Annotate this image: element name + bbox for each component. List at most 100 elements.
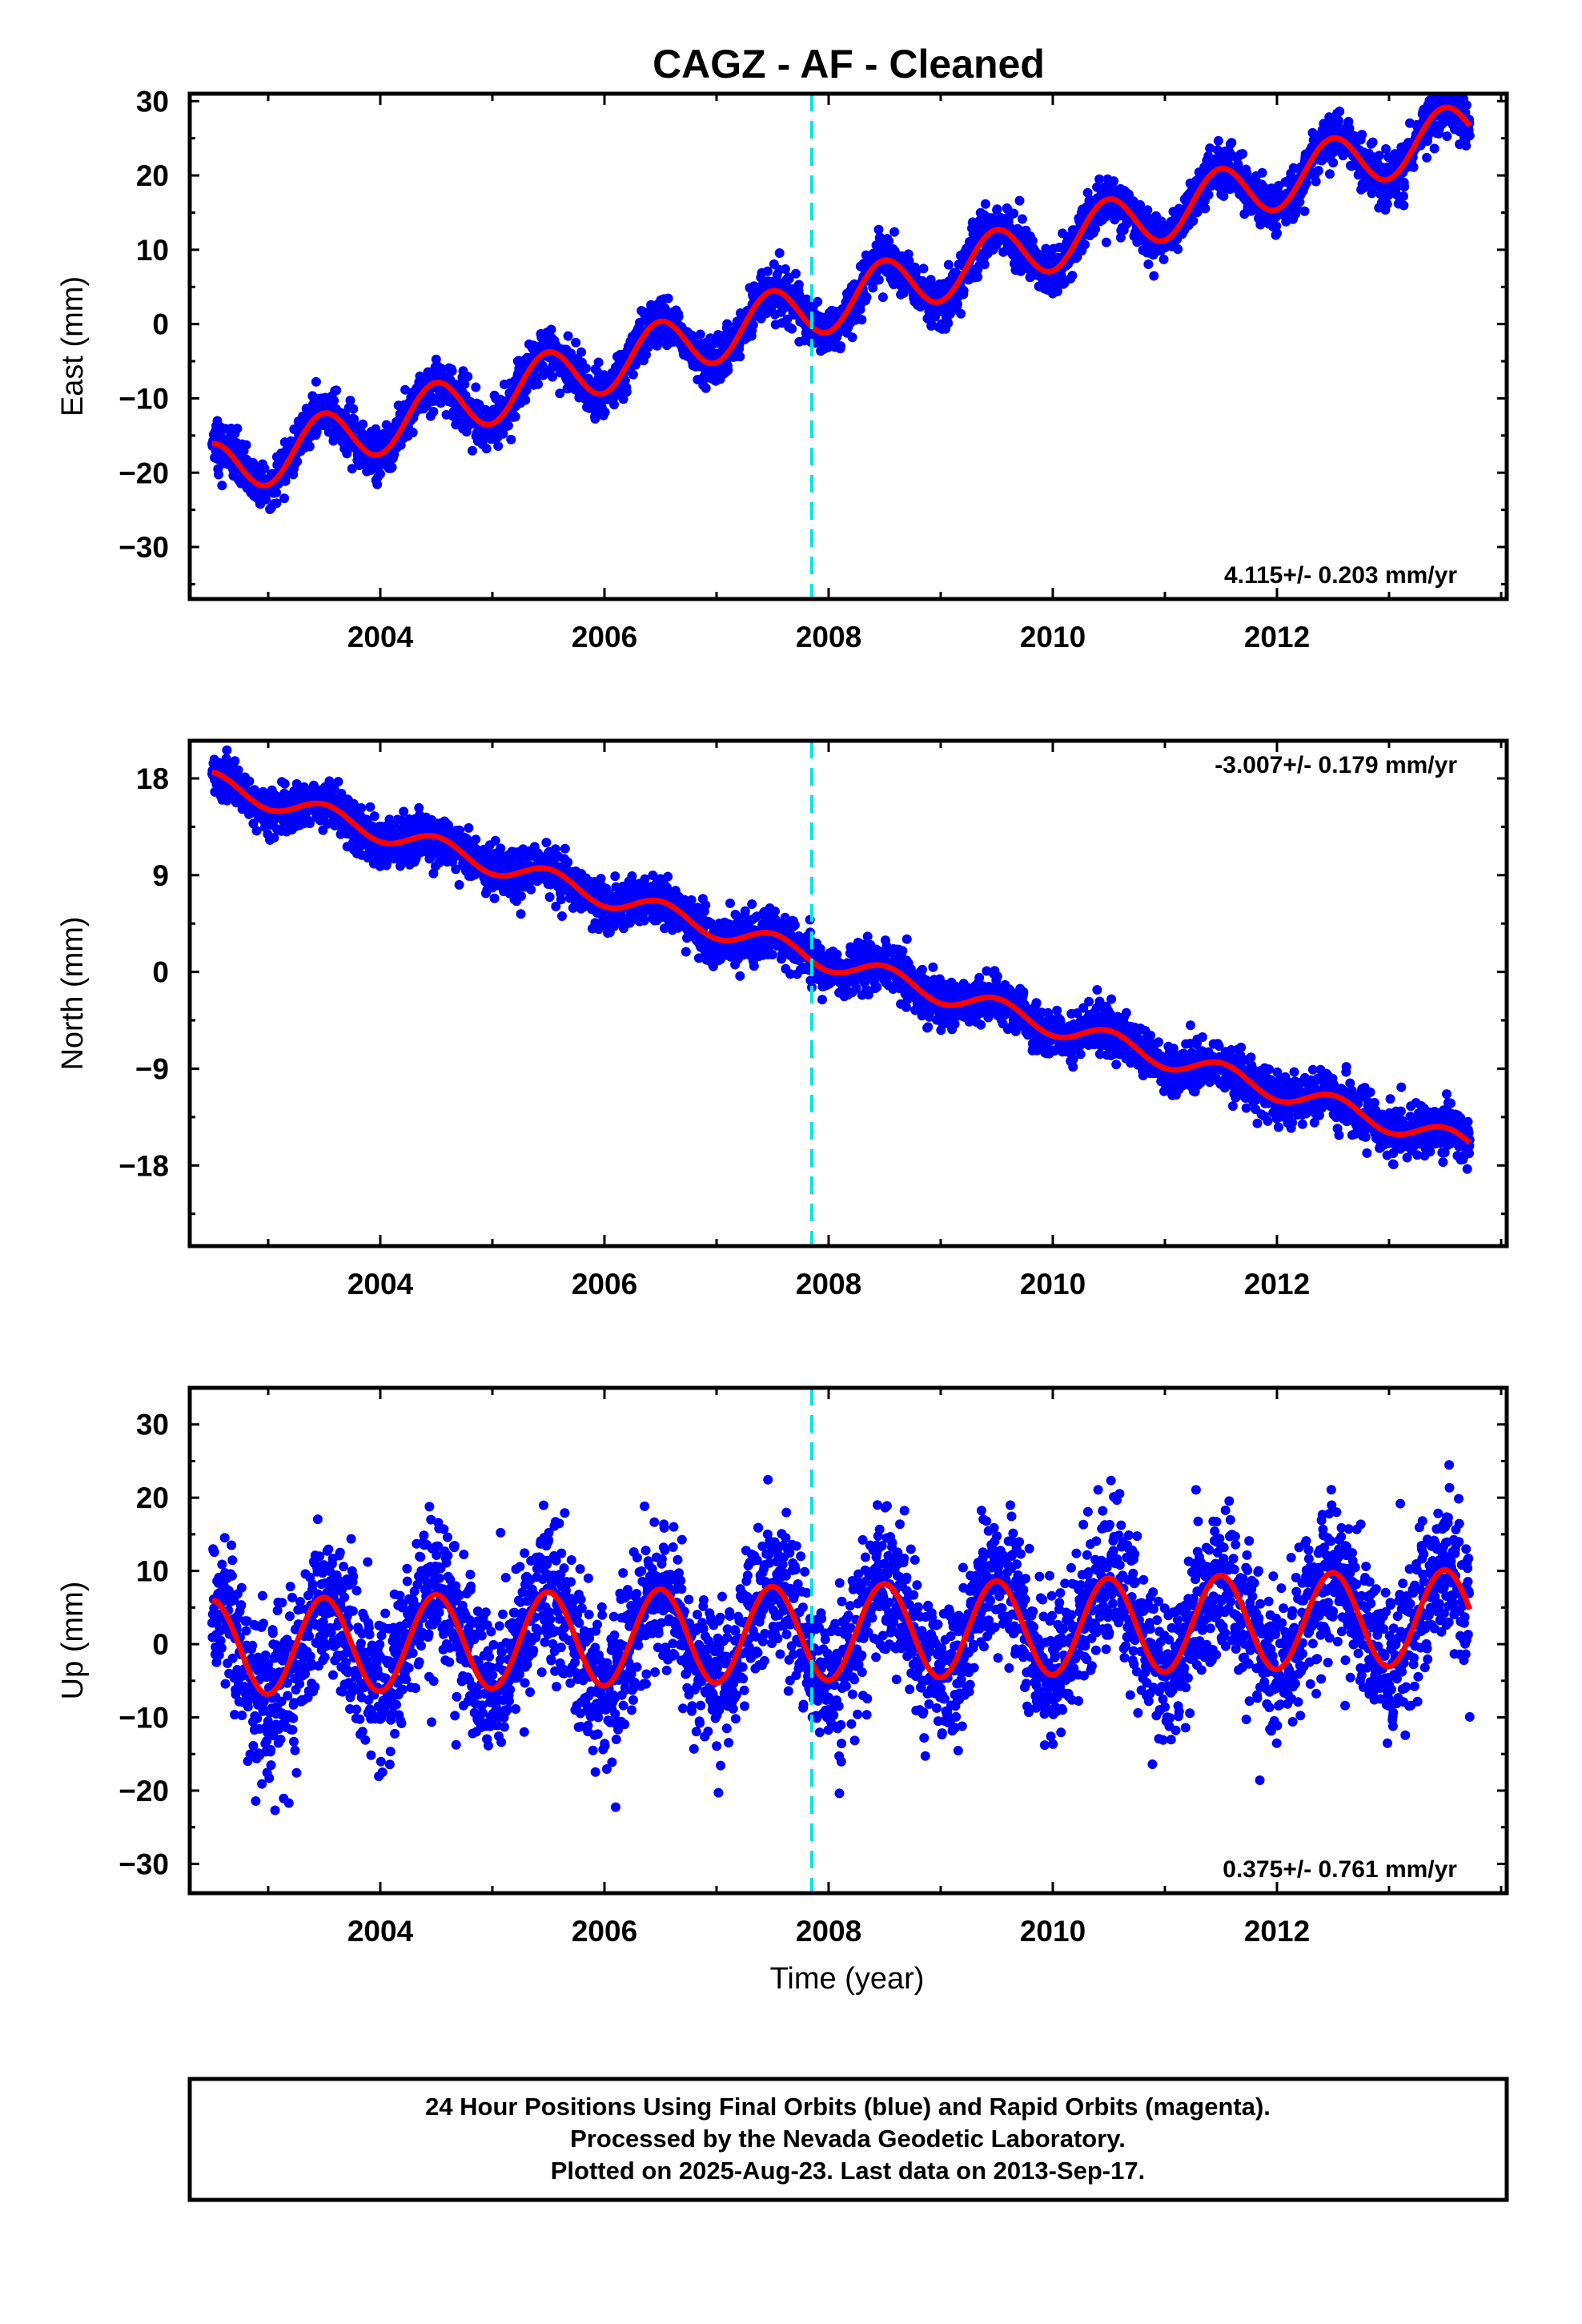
data-point [506,434,516,444]
data-point [1382,199,1392,209]
data-point [1399,191,1408,201]
east-fit-line [210,104,1472,489]
north-points [207,745,1475,1174]
data-point [898,288,909,298]
data-point [873,275,884,285]
data-point [926,275,936,285]
data-point [555,388,565,399]
data-point [481,444,492,454]
data-point [526,884,536,895]
data-point [973,271,983,282]
data-point [1158,254,1169,264]
data-point [292,456,303,467]
data-point [1408,162,1419,172]
data-point [1445,73,1455,82]
data-point [1357,130,1367,140]
data-point [251,826,262,836]
data-point [1115,232,1126,243]
data-point [1299,206,1310,216]
data-point [541,838,552,848]
data-point [1203,190,1214,200]
data-point [980,199,990,209]
data-point [489,893,500,903]
data-point [1149,271,1159,281]
data-point [571,337,581,348]
x-tick-label: 2008 [796,621,861,653]
data-point [590,414,600,424]
data-point [329,396,339,406]
data-point [464,822,474,833]
data-point [1271,221,1282,231]
data-point [1017,214,1027,224]
data-point [471,834,481,845]
data-point [516,891,526,901]
data-point [1437,82,1447,91]
data-point [259,463,270,473]
data-point [781,264,790,274]
data-point [387,462,397,472]
data-point [861,292,872,303]
data-point [244,776,255,786]
x-tick-label: 2006 [572,621,637,653]
x-tick-label: 2012 [1244,621,1310,653]
data-point [520,395,531,405]
data-point [748,320,758,330]
data-point [369,811,379,822]
data-point [271,488,282,498]
data-point [1173,244,1183,255]
data-point [787,324,797,334]
data-point [348,404,359,414]
data-point [503,420,513,431]
data-point [992,204,1002,215]
data-point [1067,271,1078,281]
data-point [471,382,481,392]
data-point [1334,115,1344,126]
data-point [304,441,315,452]
data-point [460,379,470,389]
data-point [241,440,251,450]
data-point [329,784,339,794]
data-point [447,366,457,376]
data-point [493,441,504,451]
y-tick-label: −30 [118,531,169,564]
data-point [1328,158,1339,168]
data-point [546,324,556,335]
data-point [1429,143,1439,154]
data-point [576,347,587,357]
east-points [207,73,1475,514]
data-point [695,329,705,340]
data-point [1213,135,1223,146]
data-point [454,879,464,890]
data-point [1219,191,1229,201]
data-point [956,308,966,319]
data-point [877,292,888,303]
data-point [560,843,570,854]
data-point [593,357,604,368]
panel-frame [187,91,1509,601]
data-point [1082,187,1093,198]
panels: 2004 2006 2008 2010 2012−30−20−100102030East… [56,73,1509,1948]
data-point [1027,235,1038,246]
y-tick-label: 30 [136,85,169,118]
data-point [1227,138,1237,148]
data-point [414,802,424,813]
data-point [641,349,651,360]
data-point [399,806,409,817]
data-point [358,419,368,429]
data-point [813,296,823,307]
data-point [1135,199,1146,210]
data-point [580,364,591,373]
data-point [1461,100,1472,111]
rate-label-east: 4.115+/- 0.203 mm/yr [1224,562,1457,589]
data-point [544,892,555,903]
data-point [889,227,900,237]
data-point [1101,237,1111,247]
data-point [291,778,302,789]
data-point [723,365,733,376]
data-point [408,428,418,437]
data-point [556,895,566,905]
data-point [563,331,573,341]
data-point [762,266,773,276]
data-point [1399,182,1410,192]
data-point [214,469,223,480]
